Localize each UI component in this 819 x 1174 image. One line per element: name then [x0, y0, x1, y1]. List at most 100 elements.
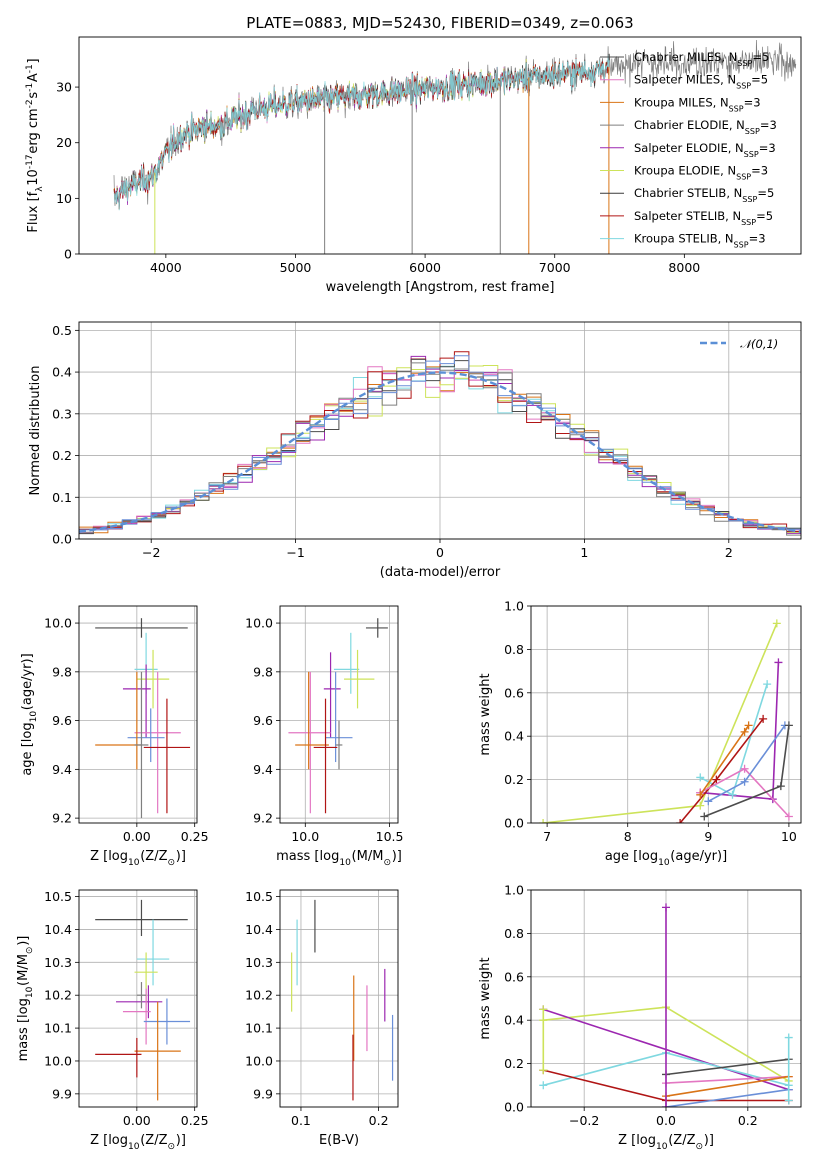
- x-axis-label: mass [log10 (M/M⊙ )]: [276, 849, 402, 868]
- y-tick-label: 0.4: [504, 729, 524, 744]
- x-tick-label: 10.0: [291, 829, 319, 844]
- label-part: mass [log: [276, 849, 339, 864]
- label-part: A: [26, 73, 41, 82]
- legend-sub: SSP: [736, 81, 751, 90]
- legend-count: =5: [757, 186, 774, 200]
- label-part: -1: [25, 64, 35, 73]
- x-tick-label: 5000: [280, 260, 312, 275]
- plot-area: [95, 899, 191, 1101]
- weight-point-marker: [763, 680, 772, 689]
- legend-sub: SSP: [736, 172, 751, 181]
- panel-mass_vs_EBV: 0.1 0.2 9.9 10.0 10.1 10.2 10.3 10.4 10.5 E(B-V): [245, 889, 399, 1148]
- y-tick-label: 9.4: [253, 762, 273, 777]
- x-axis-label: (data-model)/error: [380, 565, 501, 580]
- label-part: ]: [26, 58, 41, 63]
- y-tick-label: 0.4: [52, 365, 72, 380]
- y-tick-label: 10.3: [245, 955, 273, 970]
- y-tick-label: 10.2: [245, 988, 273, 1003]
- legend-sub: SSP: [745, 127, 760, 136]
- x-tick-label: 2: [725, 545, 733, 560]
- x-tick-label: 0.2: [738, 1113, 758, 1128]
- label-part: (M/M: [16, 954, 31, 986]
- legend-sub: SSP: [742, 195, 757, 204]
- x-tick-label: 6000: [409, 260, 441, 275]
- y-tick-label: 10: [56, 191, 72, 206]
- label-part: -17: [25, 154, 35, 169]
- label-part: mass [log: [16, 998, 31, 1061]
- label-part: Z [log: [90, 1133, 128, 1148]
- legend-entry: 𝒩(0,1): [740, 337, 778, 351]
- axes-frame: [78, 36, 802, 255]
- label-part: (M/M: [352, 849, 384, 864]
- x-tick-label: 7000: [539, 260, 571, 275]
- x-tick-label: 10: [781, 829, 797, 844]
- label-part: wavelength [Angstrom, rest frame]: [326, 280, 555, 295]
- label-part: age [log: [605, 849, 658, 864]
- axes-frame: [279, 889, 399, 1108]
- legend-name: Chabrier STELIB, N: [634, 186, 742, 200]
- plot-area: [79, 351, 801, 536]
- spectrum-model-line: [113, 55, 610, 211]
- y-axis-label: mass weight: [478, 957, 493, 1039]
- label-part: Z [log: [90, 849, 128, 864]
- legend-count: =3: [749, 232, 766, 246]
- x-tick-label: 0: [436, 545, 444, 560]
- axes-frame: [78, 321, 802, 540]
- label-part: )]: [704, 1133, 714, 1148]
- panel-residuals: −2 −1 0 1 2 0.0 0.1 0.2 0.3 0.4 0.5 (data-model)/er…: [28, 321, 802, 580]
- label-part: Z [log: [618, 1133, 656, 1148]
- label-part: E(B-V): [319, 1133, 359, 1148]
- label-part: mass weight: [478, 957, 493, 1039]
- legend-sub: SSP: [744, 149, 759, 158]
- legend-sub: SSP: [737, 59, 752, 68]
- x-tick-label: 7: [543, 829, 551, 844]
- x-tick-label: −2: [142, 545, 160, 560]
- legend-sub: SSP: [729, 104, 744, 113]
- label-part: ⊙: [383, 858, 391, 868]
- weight-point-marker: [776, 782, 785, 791]
- label-part: mass weight: [478, 673, 493, 755]
- x-tick-label: 9: [704, 829, 712, 844]
- weight-point-marker: [539, 819, 548, 823]
- label-part: s: [26, 92, 41, 99]
- label-part: ⊙: [696, 1142, 704, 1152]
- label-part: ⊙: [168, 1142, 176, 1152]
- label-part: 10: [658, 858, 670, 868]
- panel-age_vs_mass: 10.0 10.5 9.2 9.4 9.6 9.8 10.0 mass [log10 (M/M…: [245, 605, 403, 868]
- label-part: (data-model)/error: [380, 565, 501, 580]
- plot-area: [95, 618, 191, 819]
- label-part: ⊙: [25, 946, 35, 954]
- label-part: (Z/Z: [140, 1133, 167, 1148]
- y-axis-label: mass weight: [478, 673, 493, 755]
- plot-area: [539, 619, 793, 823]
- y-tick-label: 10.1: [44, 1021, 72, 1036]
- y-tick-label: 10.4: [44, 922, 72, 937]
- legend-count: =5: [751, 73, 768, 87]
- y-tick-label: 0.0: [504, 816, 524, 831]
- axes-frame: [530, 605, 802, 824]
- weight-point-marker: [759, 714, 768, 723]
- legend-entry: Kroupa ELODIE, NSSP=3: [634, 164, 768, 182]
- x-tick-label: 0.00: [123, 1113, 151, 1128]
- x-axis-label: Z [log10 (Z/Z⊙ )]: [90, 849, 186, 868]
- x-axis-label: age [log10 (age/yr)]: [605, 849, 727, 868]
- weight-point-marker: [539, 1005, 548, 1014]
- legend-entry: Salpeter ELODIE, NSSP=3: [634, 141, 776, 159]
- weight-point-marker: [712, 775, 721, 784]
- x-tick-label: −0.2: [569, 1113, 599, 1128]
- axes-frame: [78, 889, 198, 1108]
- y-tick-label: 9.8: [52, 664, 72, 679]
- y-tick-label: 9.9: [253, 1086, 273, 1101]
- label-part: 10: [26, 169, 41, 186]
- weight-point-marker: [774, 658, 783, 667]
- weight-point-marker: [676, 819, 685, 823]
- weight-point-marker: [539, 1081, 548, 1090]
- y-tick-label: 10.3: [44, 955, 72, 970]
- weight-point-marker: [696, 773, 705, 782]
- label-part: Normed distribution: [28, 366, 43, 496]
- x-axis-label: wavelength [Angstrom, rest frame]: [326, 280, 555, 295]
- legend-sub: SSP: [734, 240, 749, 249]
- weight-point-marker: [662, 1103, 670, 1107]
- plot-area: [288, 618, 388, 814]
